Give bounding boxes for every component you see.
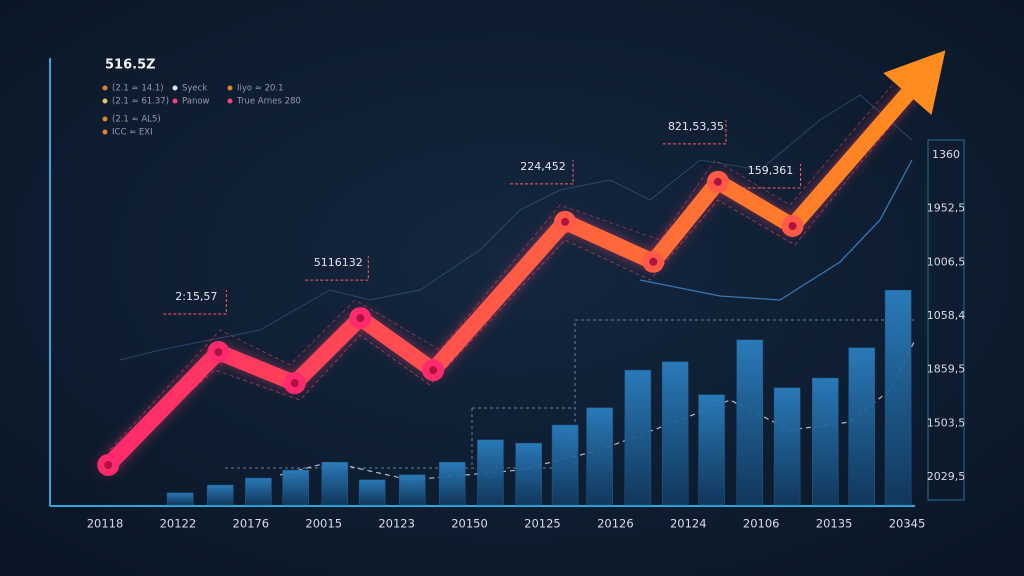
- value-label-group: 224,452: [510, 159, 574, 185]
- right-label: 1859,5: [927, 363, 966, 376]
- bar: [206, 484, 234, 506]
- legend-label: (2.1 ≈ 14.1): [112, 84, 164, 94]
- value-label-group: 2:15,57: [163, 290, 227, 315]
- right-label: 1952,5: [927, 202, 966, 215]
- bar: [321, 461, 349, 506]
- arrow-head: [883, 50, 946, 115]
- legend-marker: [102, 98, 108, 104]
- bar: [848, 347, 875, 506]
- x-tick-label: 20106: [743, 517, 780, 531]
- bar: [166, 492, 194, 506]
- bar: [884, 289, 912, 506]
- bar: [282, 469, 309, 506]
- right-label: 1360: [932, 148, 960, 161]
- bar: [551, 424, 579, 506]
- point-center: [561, 217, 570, 226]
- label-leader: [163, 290, 227, 315]
- label-leader: [305, 256, 369, 281]
- right-label: 1006,5: [927, 255, 966, 268]
- line: [100, 73, 926, 474]
- value-label: 821,53,35: [668, 120, 724, 133]
- value-label: 159,361: [748, 164, 794, 177]
- x-tick-label: 20122: [160, 517, 197, 531]
- chart-title: 516.5Z: [105, 58, 156, 73]
- point-center: [290, 379, 299, 388]
- x-tick-label: 20150: [451, 517, 488, 531]
- right-label: 1058,4: [927, 309, 966, 322]
- legend-label: ICC ≈ EXI: [112, 128, 153, 138]
- legend-label: (2.1 ≈ AL5): [112, 115, 161, 125]
- value-label: 5116132: [314, 256, 363, 269]
- bar: [624, 369, 652, 506]
- bar: [477, 439, 504, 506]
- x-tick-label: 20345: [889, 517, 926, 531]
- legend-label: Iiyo ≈ 20.1: [237, 84, 284, 94]
- point-center: [356, 314, 365, 323]
- point-center: [788, 222, 797, 230]
- decoration: [99, 69, 916, 481]
- legend-marker: [227, 85, 233, 91]
- label-leader: [510, 159, 574, 185]
- legend-marker: [172, 85, 178, 91]
- bar: [586, 407, 613, 506]
- x-tick-label: 20015: [305, 517, 342, 531]
- legend-label: True Arnes 280: [236, 97, 301, 107]
- legend-label: Syeck: [182, 84, 207, 94]
- point-center: [713, 177, 722, 186]
- label-leader: [662, 119, 727, 145]
- x-tick-label: 20135: [816, 517, 853, 531]
- x-tick-label: 20123: [378, 517, 415, 531]
- label-leader: [737, 164, 802, 189]
- legend-marker: [102, 116, 108, 122]
- bar: [515, 442, 542, 506]
- bar: [358, 479, 386, 506]
- value-label: 2:15,57: [175, 290, 217, 303]
- value-label: 224,452: [520, 160, 566, 173]
- legend-marker: [102, 129, 108, 135]
- value-label-group: 5116132: [305, 256, 369, 281]
- value-label-group: 159,361: [737, 164, 802, 189]
- x-tick-label: 20125: [524, 517, 561, 531]
- legend-label: Panow: [182, 97, 210, 107]
- point-center: [214, 348, 223, 357]
- bar: [661, 361, 689, 506]
- point-center: [429, 366, 438, 375]
- x-tick-label: 20124: [670, 517, 707, 531]
- bar: [438, 461, 466, 506]
- value-label-group: 821,53,35: [662, 119, 727, 145]
- x-tick-label: 20176: [233, 517, 270, 531]
- bar: [245, 477, 272, 506]
- point-center: [104, 461, 113, 470]
- legend-marker: [172, 98, 178, 104]
- right-label: 1503,5: [927, 416, 966, 429]
- bar: [812, 377, 839, 506]
- legend-label: (2.1 ≈ 61.37): [112, 97, 169, 107]
- bar: [698, 394, 725, 506]
- legend-marker: [102, 85, 108, 91]
- x-tick-label: 20118: [87, 517, 124, 531]
- right-label: 2029,5: [927, 470, 966, 483]
- bar: [398, 474, 426, 506]
- bar: [736, 339, 764, 506]
- point-center: [649, 257, 658, 266]
- right-panel: [927, 139, 965, 501]
- bar: [773, 387, 801, 506]
- legend-marker: [227, 98, 233, 104]
- x-tick-label: 20126: [597, 517, 634, 531]
